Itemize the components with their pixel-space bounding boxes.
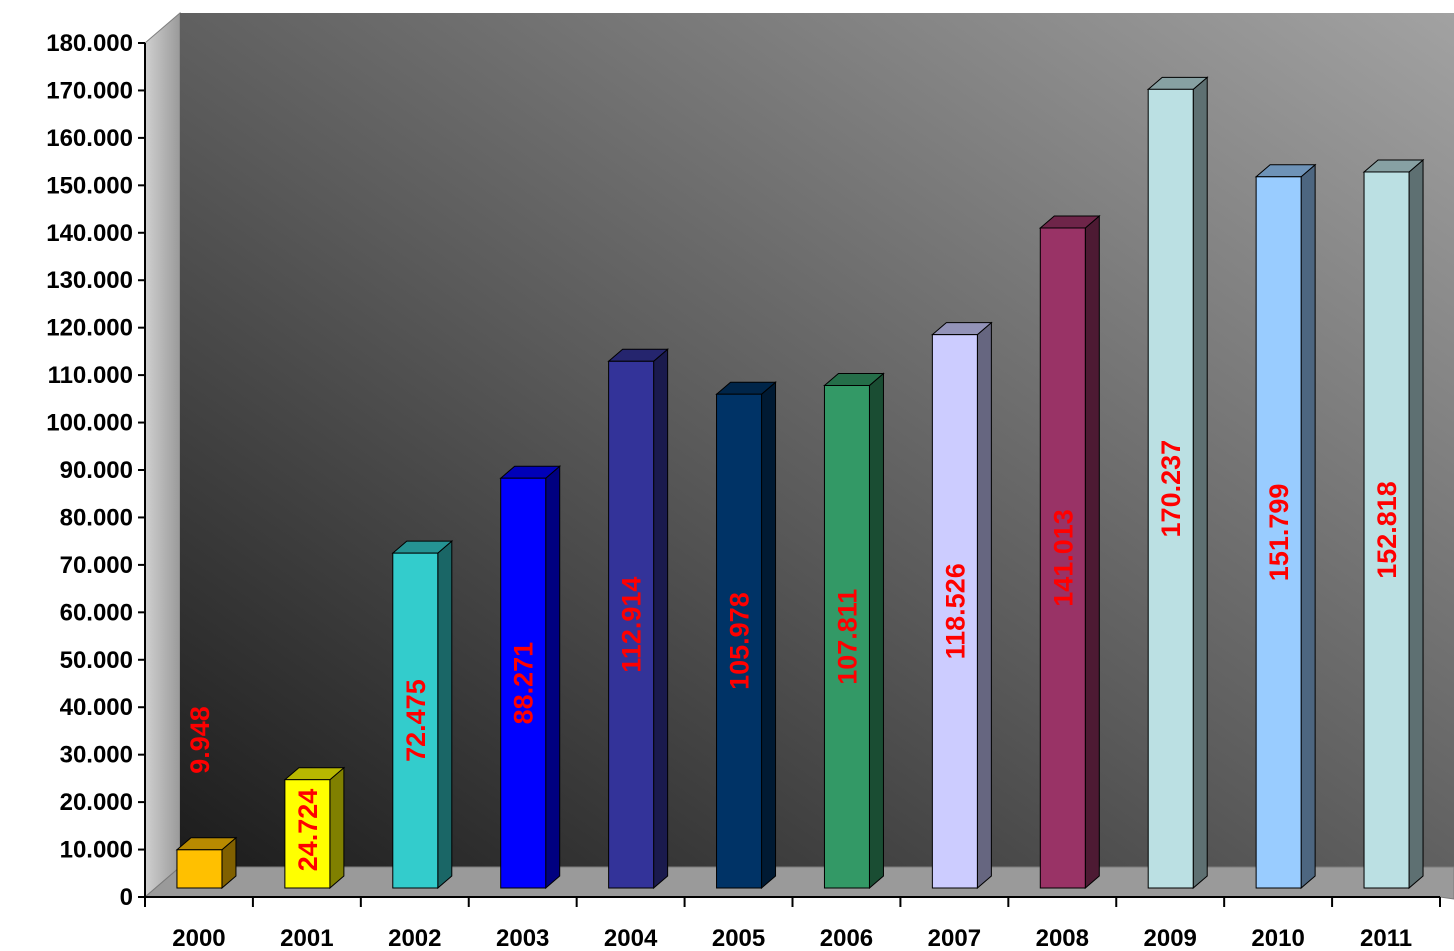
x-tick-label: 2000 <box>172 925 225 951</box>
y-tick-label: 10.000 <box>60 837 133 864</box>
y-tick-label: 20.000 <box>60 789 133 816</box>
data-labels: 9.948 24.724 72.475 88.271 112.914 105.978 107… <box>185 440 1402 871</box>
x-axis: 2000 2001 2002 2003 2004 2005 2006 2007 2008 2009… <box>144 896 1441 951</box>
x-tick-label: 2003 <box>496 925 549 951</box>
bar-side <box>976 321 992 890</box>
bar-series <box>175 76 1425 890</box>
bar-side <box>868 372 884 890</box>
x-tick-label: 2004 <box>604 925 658 951</box>
y-tick-label: 160.000 <box>46 125 133 152</box>
y-tick-label: 0 <box>120 884 133 911</box>
x-tick-label: 2006 <box>820 925 873 951</box>
y-tick-label: 30.000 <box>60 742 133 769</box>
bar-front <box>500 477 547 889</box>
bar-side <box>1192 76 1208 890</box>
y-tick-label: 40.000 <box>60 694 133 721</box>
bar-side <box>1408 158 1424 890</box>
bar-front <box>392 552 439 889</box>
bar-side <box>761 381 777 890</box>
data-label: 170.237 <box>1156 440 1186 538</box>
bar <box>1254 163 1317 890</box>
y-tick-label: 80.000 <box>60 504 133 531</box>
bar-front <box>284 779 331 889</box>
chart-walls <box>143 11 1454 900</box>
bar-side <box>437 540 453 890</box>
data-label: 24.724 <box>293 789 323 872</box>
bar <box>175 836 238 890</box>
y-tick-label: 100.000 <box>46 410 133 437</box>
data-label: 151.799 <box>1264 484 1294 582</box>
bar <box>499 465 562 890</box>
bar-front <box>1363 171 1410 889</box>
y-tick-label: 130.000 <box>46 267 133 294</box>
bar-front <box>1039 227 1086 889</box>
bar-side <box>1084 214 1100 890</box>
bar <box>607 348 669 890</box>
y-tick-label: 180.000 <box>46 30 133 57</box>
y-tick-label: 60.000 <box>60 599 133 626</box>
y-tick-label: 110.000 <box>48 362 133 389</box>
y-tick-label: 150.000 <box>46 172 133 199</box>
data-label: 107.811 <box>832 589 862 685</box>
bar <box>1362 158 1425 890</box>
bar <box>1038 214 1101 890</box>
y-tick-label: 140.000 <box>46 220 133 247</box>
data-label: 112.914 <box>617 577 647 673</box>
x-tick-label: 2008 <box>1036 925 1089 951</box>
bar-side <box>545 465 561 890</box>
bar-side <box>653 348 669 890</box>
bar-front <box>823 384 870 889</box>
bar <box>391 540 454 890</box>
y-tick-label: 120.000 <box>46 315 133 342</box>
bar-front <box>608 360 655 889</box>
bar-side <box>329 766 345 890</box>
x-tick-label: 2007 <box>928 925 981 951</box>
y-tick-label: 170.000 <box>46 77 133 104</box>
x-tick-label: 2005 <box>712 925 765 951</box>
x-tick-label: 2009 <box>1144 925 1197 951</box>
x-tick-label: 2010 <box>1251 925 1304 951</box>
data-label: 152.818 <box>1372 481 1402 579</box>
bar-front <box>1255 176 1302 889</box>
y-tick-label: 90.000 <box>60 457 133 484</box>
bar-front <box>1147 88 1194 889</box>
data-label: 88.271 <box>509 642 539 725</box>
side-wall <box>144 11 181 899</box>
bar-side <box>1300 163 1316 890</box>
bar <box>1146 76 1209 890</box>
x-tick-label: 2011 <box>1360 925 1412 951</box>
y-axis: 0 10.000 20.000 30.000 40.000 50.000 60.000 70.… <box>46 30 146 911</box>
data-label: 118.526 <box>940 563 970 659</box>
bar <box>931 321 993 890</box>
data-label: 141.013 <box>1048 509 1078 607</box>
bar-front <box>176 849 223 889</box>
data-label: 72.475 <box>401 679 431 762</box>
bar <box>715 381 777 890</box>
y-tick-label: 50.000 <box>60 647 133 674</box>
bar <box>283 766 346 890</box>
bar-front <box>931 334 978 889</box>
y-tick-label: 70.000 <box>60 552 133 579</box>
back-wall <box>180 13 1454 867</box>
x-tick-label: 2001 <box>280 925 333 951</box>
data-label: 9.948 <box>185 706 215 774</box>
bar <box>823 372 885 890</box>
bar-front <box>716 393 763 889</box>
x-tick-label: 2002 <box>388 925 441 951</box>
data-label: 105.978 <box>725 592 755 690</box>
